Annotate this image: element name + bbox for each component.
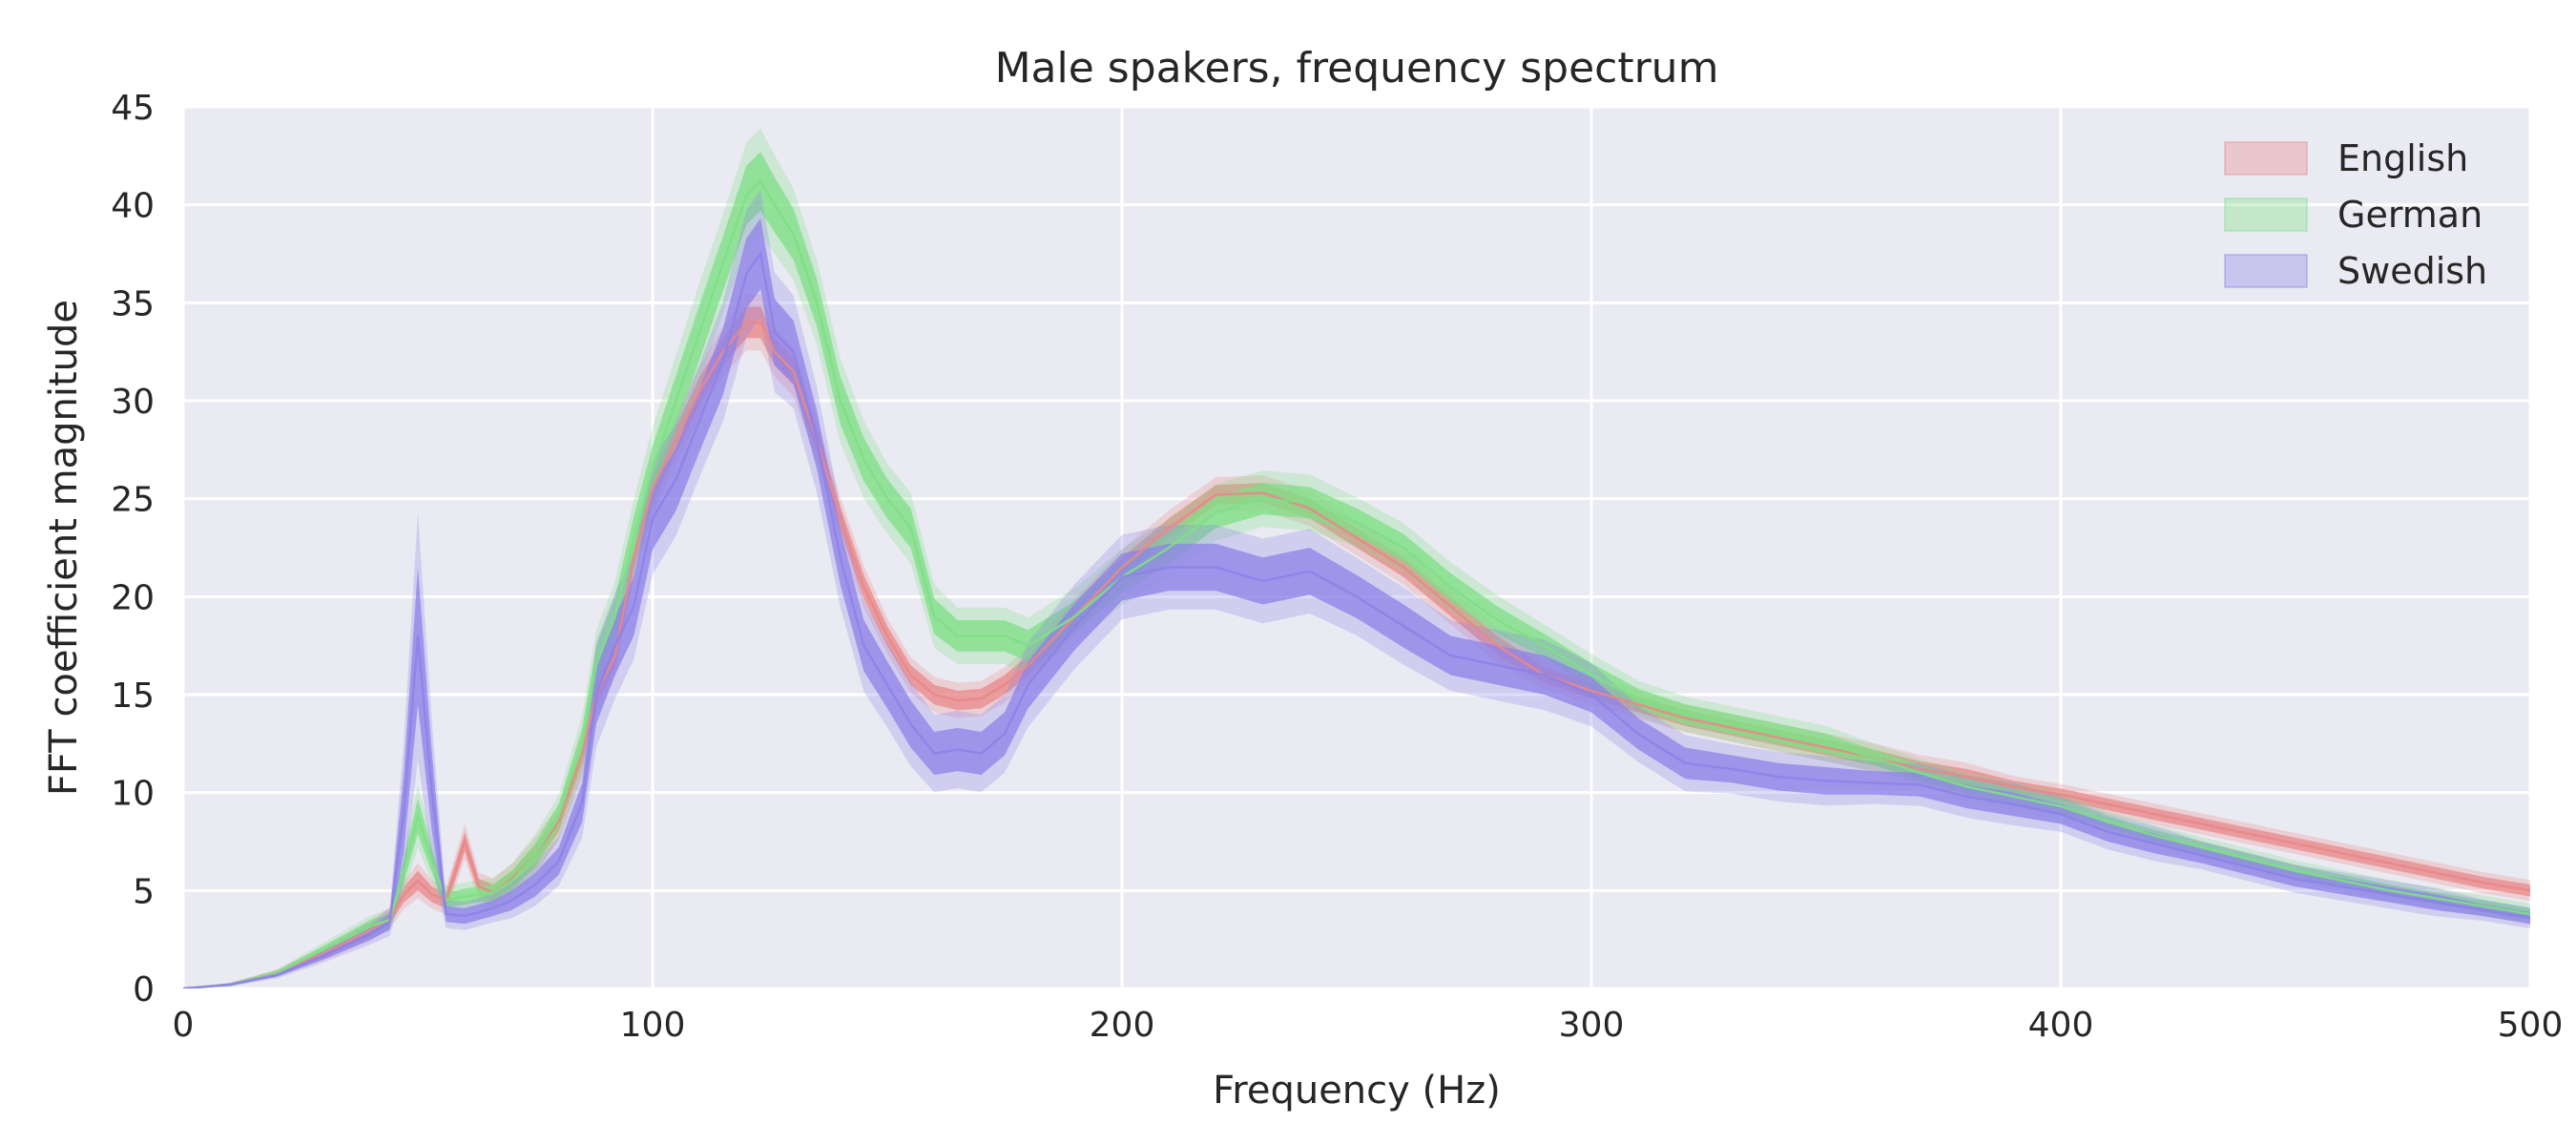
y-tick-label: 20 xyxy=(111,578,155,617)
x-tick-label: 100 xyxy=(620,1006,686,1045)
y-tick-label: 5 xyxy=(133,872,155,911)
x-tick-label: 200 xyxy=(1090,1006,1155,1045)
y-tick-label: 15 xyxy=(111,677,155,716)
y-tick-label: 30 xyxy=(111,383,155,422)
x-tick-label: 300 xyxy=(1559,1006,1625,1045)
legend-swatch-german xyxy=(2224,198,2308,232)
y-tick-label: 35 xyxy=(111,284,155,323)
chart-title: Male spakers, frequency spectrum xyxy=(995,44,1719,93)
x-tick-label: 400 xyxy=(2028,1006,2094,1045)
x-axis-label: Frequency (Hz) xyxy=(1213,1069,1501,1113)
y-axis-label: FFT coefficient magnitude xyxy=(42,300,86,796)
y-tick-label: 25 xyxy=(111,481,155,520)
y-tick-label: 40 xyxy=(111,187,155,226)
y-tick-label: 0 xyxy=(133,970,155,1010)
series-line-swedish xyxy=(183,250,2530,989)
legend-swatch-swedish xyxy=(2224,254,2308,288)
series-line-german xyxy=(183,179,2530,989)
legend-label-swedish: Swedish xyxy=(2337,250,2487,292)
legend-label-english: English xyxy=(2337,137,2468,179)
y-tick-label: 45 xyxy=(111,89,155,128)
legend: English German Swedish xyxy=(2224,137,2487,292)
x-tick-label: 0 xyxy=(173,1006,195,1045)
series-lines xyxy=(183,179,2530,989)
legend-swatch-english xyxy=(2224,141,2308,176)
x-tick-labels: 0 100 200 300 400 500 xyxy=(173,1006,2564,1045)
legend-label-german: German xyxy=(2337,194,2483,236)
y-tick-label: 10 xyxy=(111,775,155,814)
series-line-english xyxy=(183,321,2530,989)
x-tick-label: 500 xyxy=(2498,1006,2564,1045)
band-inner-swedish xyxy=(183,219,2530,989)
y-tick-labels: 0 5 10 15 20 25 30 35 40 45 xyxy=(111,89,155,1010)
